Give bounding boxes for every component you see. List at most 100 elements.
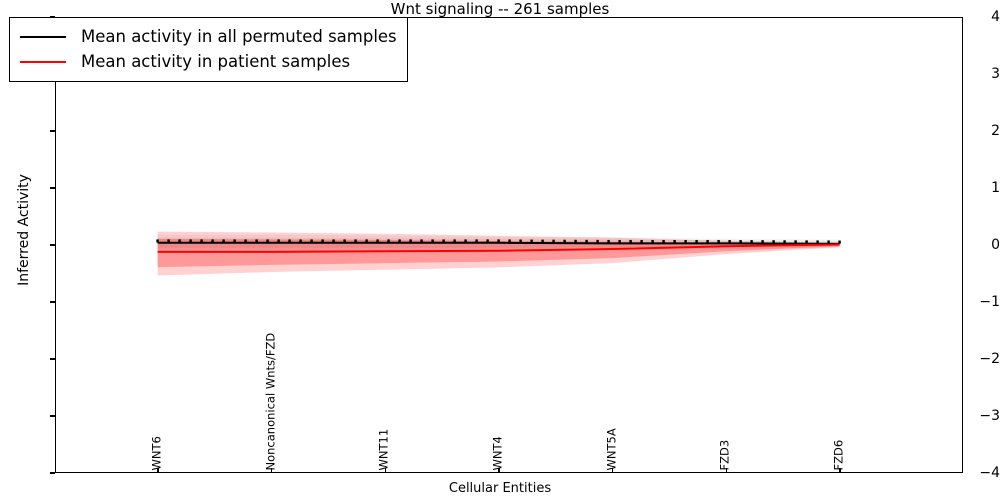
series-marker	[376, 239, 379, 243]
series-line	[157, 243, 840, 253]
y-axis-tick-mark	[50, 16, 55, 18]
series-marker	[706, 239, 709, 244]
x-axis-tick-label: WNT5A	[604, 427, 619, 470]
series-marker	[255, 239, 258, 243]
series-marker	[508, 239, 511, 243]
series-marker	[343, 239, 346, 243]
x-axis-tick-mark	[157, 468, 159, 473]
series-marker	[486, 239, 489, 243]
series-marker	[816, 240, 819, 244]
series-marker	[189, 239, 192, 243]
series-marker	[266, 239, 269, 243]
legend-line-icon	[20, 35, 66, 38]
series-marker	[387, 239, 390, 243]
series-marker	[288, 239, 291, 243]
series-marker	[321, 239, 324, 243]
series-markers	[156, 239, 841, 244]
x-axis-tick-mark	[839, 468, 841, 473]
series-marker	[574, 239, 577, 243]
series-marker	[233, 239, 236, 243]
series-line	[157, 241, 840, 245]
series-marker	[563, 239, 566, 243]
series-marker	[475, 239, 478, 243]
y-axis-tick-mark	[50, 130, 55, 132]
x-axis-tick-mark	[498, 468, 500, 473]
series-marker	[211, 239, 214, 243]
x-axis-tick-label: FZD3	[717, 439, 732, 470]
series-marker	[409, 239, 412, 243]
series-lines	[157, 241, 840, 253]
x-axis-tick-label: WNT4	[490, 435, 505, 470]
y-axis-tick-label: −4	[979, 465, 1000, 481]
series-marker	[739, 240, 742, 244]
x-axis-tick-mark	[270, 468, 273, 473]
y-axis-tick-mark	[50, 415, 55, 417]
y-axis-tick-label: −3	[979, 408, 1000, 424]
series-marker	[728, 239, 731, 244]
confidence-bands	[157, 231, 840, 276]
series-marker	[783, 240, 786, 244]
series-marker	[519, 239, 522, 243]
series-marker	[651, 239, 654, 244]
series-marker	[497, 239, 500, 243]
confidence-band	[157, 238, 840, 268]
series-marker	[662, 239, 665, 244]
series-marker	[332, 239, 335, 243]
series-marker	[453, 239, 456, 243]
series-marker	[464, 239, 467, 243]
series-marker	[354, 239, 357, 243]
x-axis-label: Cellular Entities	[448, 481, 552, 496]
x-axis-tick-mark	[611, 468, 614, 473]
y-axis-tick-label: 3	[991, 66, 1000, 82]
x-axis-tick-label: Noncanonical Wnts/FZD	[263, 332, 278, 470]
series-marker	[750, 240, 753, 244]
series-marker	[431, 239, 434, 243]
series-marker	[167, 239, 170, 243]
series-marker	[398, 239, 401, 243]
series-marker	[618, 239, 621, 244]
y-axis-tick-mark	[50, 301, 55, 303]
x-axis-tick-label: FZD6	[831, 439, 846, 470]
series-marker	[178, 239, 181, 243]
series-marker	[596, 239, 599, 244]
y-axis-tick-label: 2	[991, 123, 1000, 139]
x-axis-tick-label: WNT11	[376, 428, 391, 470]
y-axis-tick-mark	[50, 244, 55, 246]
legend-item[interactable]: Mean activity in all permuted samples	[20, 24, 397, 49]
chart-title: Wnt signaling -- 261 samples	[390, 0, 610, 18]
legend-line-icon	[20, 60, 66, 63]
series-marker	[222, 239, 225, 243]
legend-item-label: Mean activity in all permuted samples	[81, 26, 397, 46]
chart-legend: Mean activity in all permuted samples Mea…	[9, 17, 408, 82]
legend-item-label: Mean activity in patient samples	[81, 51, 351, 71]
series-marker	[838, 240, 841, 244]
series-marker	[530, 239, 533, 243]
legend-item[interactable]: Mean activity in patient samples	[20, 49, 397, 74]
series-marker	[442, 239, 445, 243]
series-marker	[299, 239, 302, 243]
y-axis-tick-label: 4	[991, 9, 1000, 25]
series-marker	[761, 240, 764, 244]
series-marker	[640, 239, 643, 244]
series-marker	[607, 239, 610, 244]
y-axis-label: Inferred Activity	[16, 174, 32, 286]
series-marker	[541, 239, 544, 243]
series-marker	[673, 239, 676, 244]
plot-svg	[156, 231, 841, 276]
series-marker	[772, 240, 775, 244]
y-axis-tick-label: 1	[991, 180, 1000, 196]
plot-area	[55, 17, 963, 473]
series-marker	[277, 239, 280, 243]
x-axis-tick-label: WNT6	[149, 435, 164, 470]
series-marker	[629, 239, 632, 244]
y-axis-tick-mark	[50, 358, 55, 360]
series-marker	[585, 239, 588, 244]
x-axis-tick-mark	[384, 468, 387, 473]
series-marker	[310, 239, 313, 243]
series-marker	[717, 239, 720, 244]
series-marker	[244, 239, 247, 243]
x-axis-tick-mark	[725, 468, 728, 473]
series-marker	[420, 239, 423, 243]
series-marker	[552, 239, 555, 243]
